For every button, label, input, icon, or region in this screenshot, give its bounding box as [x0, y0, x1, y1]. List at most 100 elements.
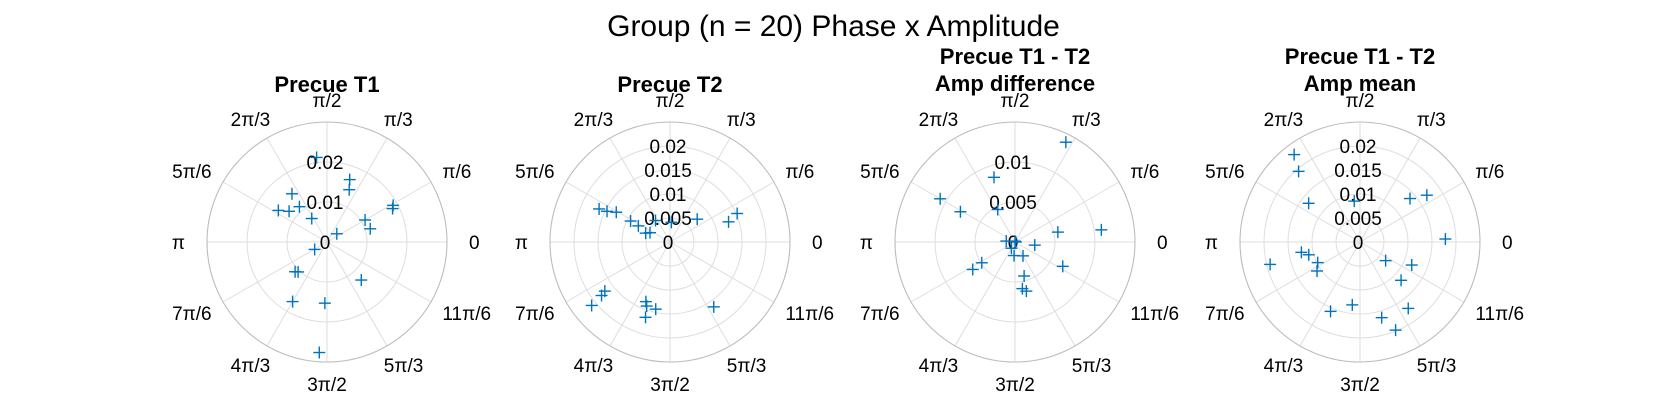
data-point-marker	[318, 297, 331, 310]
data-series	[1264, 148, 1452, 337]
chart-title-line-2: Amp difference	[935, 71, 1095, 96]
data-point-marker	[624, 215, 637, 228]
theta-tick-label: π/6	[1130, 162, 1159, 183]
data-point-marker	[966, 263, 979, 276]
theta-tick-label: 0	[469, 233, 480, 254]
data-point-marker	[1020, 285, 1033, 298]
data-point-marker	[292, 265, 305, 278]
theta-tick-label: π	[1205, 233, 1218, 254]
data-point-marker	[593, 202, 606, 215]
data-point-marker	[598, 285, 611, 298]
theta-grid-line	[669, 181, 775, 243]
theta-grid-line	[1359, 181, 1465, 243]
data-point-marker	[1402, 302, 1415, 315]
r-tick-label: 0.02	[1340, 137, 1377, 158]
r-tick-label: 0	[663, 233, 674, 254]
data-point-marker	[1403, 192, 1416, 205]
data-point-marker	[1311, 264, 1324, 277]
theta-tick-label: π/3	[1072, 110, 1101, 131]
data-point-marker	[934, 192, 947, 205]
data-point-marker	[1005, 242, 1018, 255]
r-tick-label: 0.005	[989, 193, 1037, 214]
data-point-marker	[649, 303, 662, 316]
data-point-marker	[585, 299, 598, 312]
r-tick-label: 0.02	[650, 137, 687, 158]
data-point-marker	[1395, 274, 1408, 287]
theta-grid-line	[326, 181, 432, 243]
r-tick-label: 0	[1353, 233, 1364, 254]
theta-grid-line	[1014, 241, 1120, 303]
r-tick-label: 0.01	[1340, 185, 1377, 206]
chart-title-line-1: Precue T2	[617, 72, 722, 97]
theta-tick-label: 2π/3	[231, 110, 271, 131]
theta-tick-label: π	[860, 233, 873, 254]
data-point-marker	[330, 227, 343, 240]
theta-grid-line	[266, 241, 328, 347]
theta-tick-label: 7π/6	[515, 304, 555, 325]
theta-grid-line	[609, 241, 671, 347]
data-point-marker	[1095, 223, 1108, 236]
r-tick-label: 0.02	[307, 153, 344, 174]
theta-tick-label: 5π/3	[727, 356, 767, 377]
theta-tick-label: 3π/2	[1340, 375, 1380, 396]
theta-grid-line	[1359, 137, 1421, 243]
theta-tick-label: π/2	[1001, 91, 1030, 112]
theta-tick-label: 0	[1502, 233, 1513, 254]
data-point-marker	[707, 300, 720, 313]
theta-grid-line	[669, 241, 775, 303]
r-tick-label: 0	[320, 233, 331, 254]
data-point-marker	[364, 222, 377, 235]
theta-tick-label: 11π/6	[1130, 304, 1179, 325]
theta-tick-label: 7π/6	[1205, 304, 1245, 325]
theta-grid-line	[1014, 181, 1120, 243]
theta-tick-label: 7π/6	[860, 304, 900, 325]
theta-tick-label: π/3	[727, 110, 756, 131]
theta-grid-line	[954, 137, 1016, 243]
theta-tick-label: 5π/6	[172, 162, 212, 183]
polar-chart-2: Precue T2 0 π/6 π/3 π/2 2π/3 5π/6 π 7π/6 4π/3 3π/2…	[515, 72, 834, 396]
data-point-marker	[991, 203, 1004, 216]
data-point-marker	[1302, 248, 1315, 261]
theta-grid-line	[1359, 241, 1465, 303]
data-point-marker	[313, 346, 326, 359]
chart-title: Precue T1	[274, 72, 379, 97]
data-point-marker	[293, 200, 306, 213]
data-point-marker	[1346, 298, 1359, 311]
theta-tick-label: π/3	[1417, 110, 1446, 131]
r-tick-label: 0.015	[644, 161, 692, 182]
data-series	[272, 151, 400, 359]
theta-tick-label: 3π/2	[307, 375, 347, 396]
data-point-marker	[722, 215, 735, 228]
polar-chart-1: Precue T1 0 π/6 π/3 π/2 2π/3 5π/6 π 7π/6 4π/3 3π/2…	[172, 72, 491, 396]
theta-tick-label: 4π/3	[574, 356, 614, 377]
theta-grid-line	[669, 241, 731, 347]
theta-tick-label: π/2	[313, 91, 342, 112]
figure-title: Group (n = 20) Phase x Amplitude	[607, 10, 1060, 43]
theta-tick-label: π/2	[656, 91, 685, 112]
data-point-marker	[1059, 136, 1072, 149]
data-point-marker	[1375, 311, 1388, 324]
theta-tick-label: 5π/3	[384, 356, 424, 377]
theta-tick-label: 11π/6	[442, 304, 491, 325]
theta-tick-label: 5π/3	[1417, 356, 1457, 377]
data-point-marker	[359, 214, 372, 226]
theta-tick-label: 2π/3	[574, 110, 614, 131]
data-point-marker	[343, 183, 356, 196]
chart-title-line-1: Precue T1	[274, 72, 379, 97]
theta-tick-label: 5π/6	[1205, 162, 1245, 183]
theta-tick-label: 5π/6	[860, 162, 900, 183]
data-point-marker	[1295, 246, 1308, 259]
theta-grid-line	[1255, 181, 1361, 243]
data-point-marker	[643, 226, 656, 239]
theta-grid-line	[326, 241, 388, 347]
polar-outer-circle	[549, 121, 791, 363]
data-point-marker	[1009, 236, 1022, 248]
data-point-marker	[1009, 235, 1021, 248]
theta-grid-line	[954, 241, 1016, 347]
data-point-marker	[343, 173, 356, 186]
data-point-marker	[283, 205, 296, 218]
data-point-marker	[632, 219, 645, 232]
